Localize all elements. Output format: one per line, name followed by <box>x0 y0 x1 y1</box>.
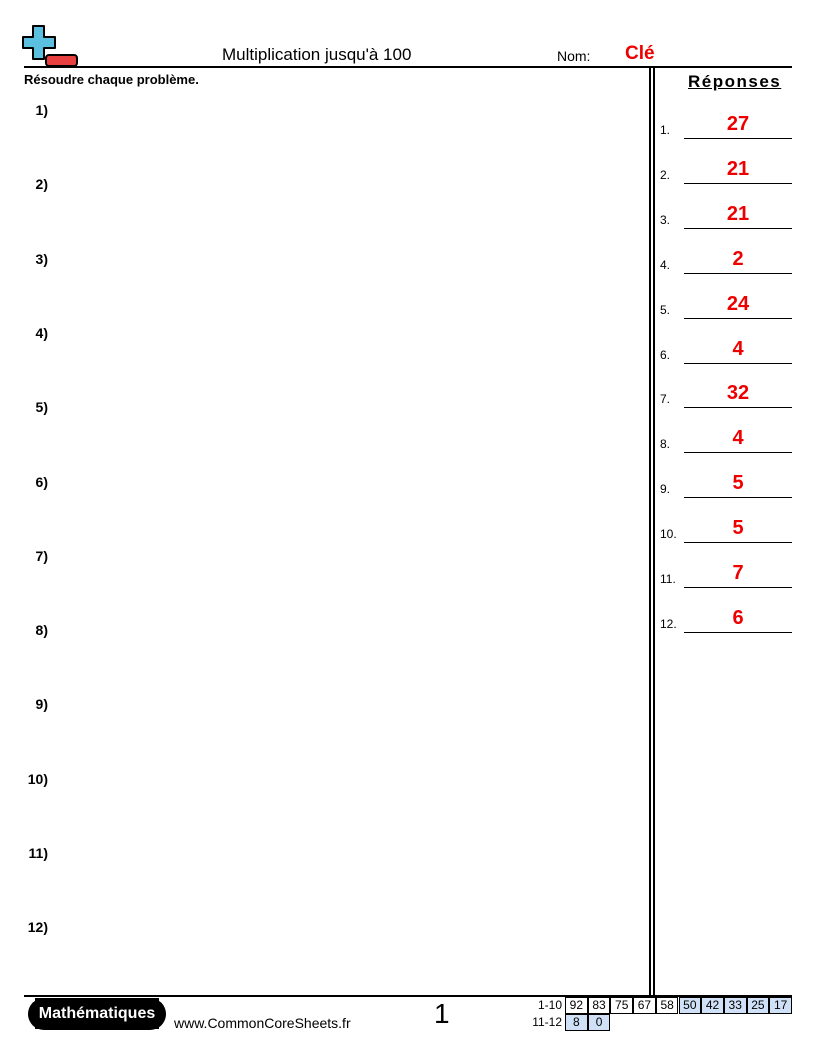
answer-number: 11. <box>660 572 676 586</box>
answer-value: 6 <box>732 606 744 629</box>
answer-number: 2. <box>660 167 671 182</box>
subject-label: Mathématiques <box>34 998 160 1029</box>
answer-number: 10. <box>660 527 677 542</box>
score-cell: 25 <box>746 997 770 1014</box>
answer-line <box>684 452 792 454</box>
answer-line <box>684 631 792 633</box>
problem-label: 7) <box>35 547 48 564</box>
answer-line <box>684 497 792 499</box>
answer-line <box>684 587 792 588</box>
score-cell: 67 <box>633 997 656 1014</box>
problem-label: 2) <box>35 176 48 193</box>
answer-value: 5 <box>732 517 744 540</box>
problem-label: 8) <box>35 622 48 639</box>
answer-number: 6. <box>660 347 671 362</box>
answer-value: 4 <box>732 427 744 450</box>
score-row-label: 1-10 <box>537 998 562 1012</box>
answer-value: 2 <box>732 247 744 270</box>
problem-label: 3) <box>35 250 48 267</box>
answer-value: 21 <box>726 157 750 180</box>
answer-value: 27 <box>726 113 750 135</box>
score-cell: 0 <box>587 1014 611 1031</box>
worksheet-title: Multiplication jusqu'à 100 <box>222 45 412 64</box>
answer-line <box>684 272 792 274</box>
answer-value: 4 <box>732 337 744 360</box>
problem-label: 4) <box>35 324 48 341</box>
answer-line <box>684 227 792 229</box>
answer-value: 7 <box>732 562 744 584</box>
answer-line <box>684 542 792 544</box>
column-divider <box>653 67 655 996</box>
answer-number: 9. <box>660 482 671 497</box>
problem-label: 12) <box>27 919 48 936</box>
answers-heading: Réponses <box>688 72 782 91</box>
score-cell: 33 <box>723 997 747 1014</box>
score-cell: 75 <box>610 997 634 1014</box>
problem-label: 5) <box>35 399 48 416</box>
answer-number: 5. <box>660 302 671 317</box>
score-cell: 50 <box>678 997 702 1014</box>
column-divider <box>649 67 651 996</box>
instructions: Résoudre chaque problème. <box>24 72 199 87</box>
footer-divider <box>24 995 792 997</box>
answer-line <box>684 138 792 139</box>
score-row-label: 11-12 <box>532 1015 562 1029</box>
problem-label: 6) <box>35 473 48 490</box>
score-cell: 8 <box>565 1014 588 1031</box>
problem-label: 10) <box>27 770 48 787</box>
logo-icon <box>22 25 78 67</box>
problem-label: 11) <box>28 845 48 861</box>
answer-number: 3. <box>660 212 671 227</box>
answer-number: 4. <box>660 257 671 272</box>
name-label: Nom: <box>557 48 591 64</box>
answer-line <box>684 362 792 364</box>
answer-number: 7. <box>660 392 671 407</box>
answer-value: 32 <box>726 382 750 405</box>
answer-value: 24 <box>726 292 750 315</box>
answer-line <box>684 407 792 409</box>
answer-value: 5 <box>732 472 744 495</box>
site-url: www.CommonCoreSheets.fr <box>174 1015 351 1031</box>
answer-line <box>684 317 792 319</box>
score-cell: 92 <box>565 997 588 1014</box>
score-cell: 42 <box>701 997 724 1014</box>
answer-number: 12. <box>660 616 677 631</box>
page-number: 1 <box>434 998 450 1029</box>
answer-number: 8. <box>660 437 671 452</box>
score-cell: 17 <box>769 997 792 1014</box>
answer-value: 21 <box>726 202 750 225</box>
problem-label: 9) <box>35 696 48 713</box>
score-cell: 58 <box>655 997 679 1014</box>
name-value: Clé <box>625 43 655 64</box>
problem-label: 1) <box>35 102 48 118</box>
answer-line <box>684 182 792 184</box>
header-divider <box>24 66 792 68</box>
answer-number: 1. <box>660 123 671 137</box>
subject-badge: Mathématiques <box>28 998 166 1030</box>
score-cell: 83 <box>587 997 611 1014</box>
